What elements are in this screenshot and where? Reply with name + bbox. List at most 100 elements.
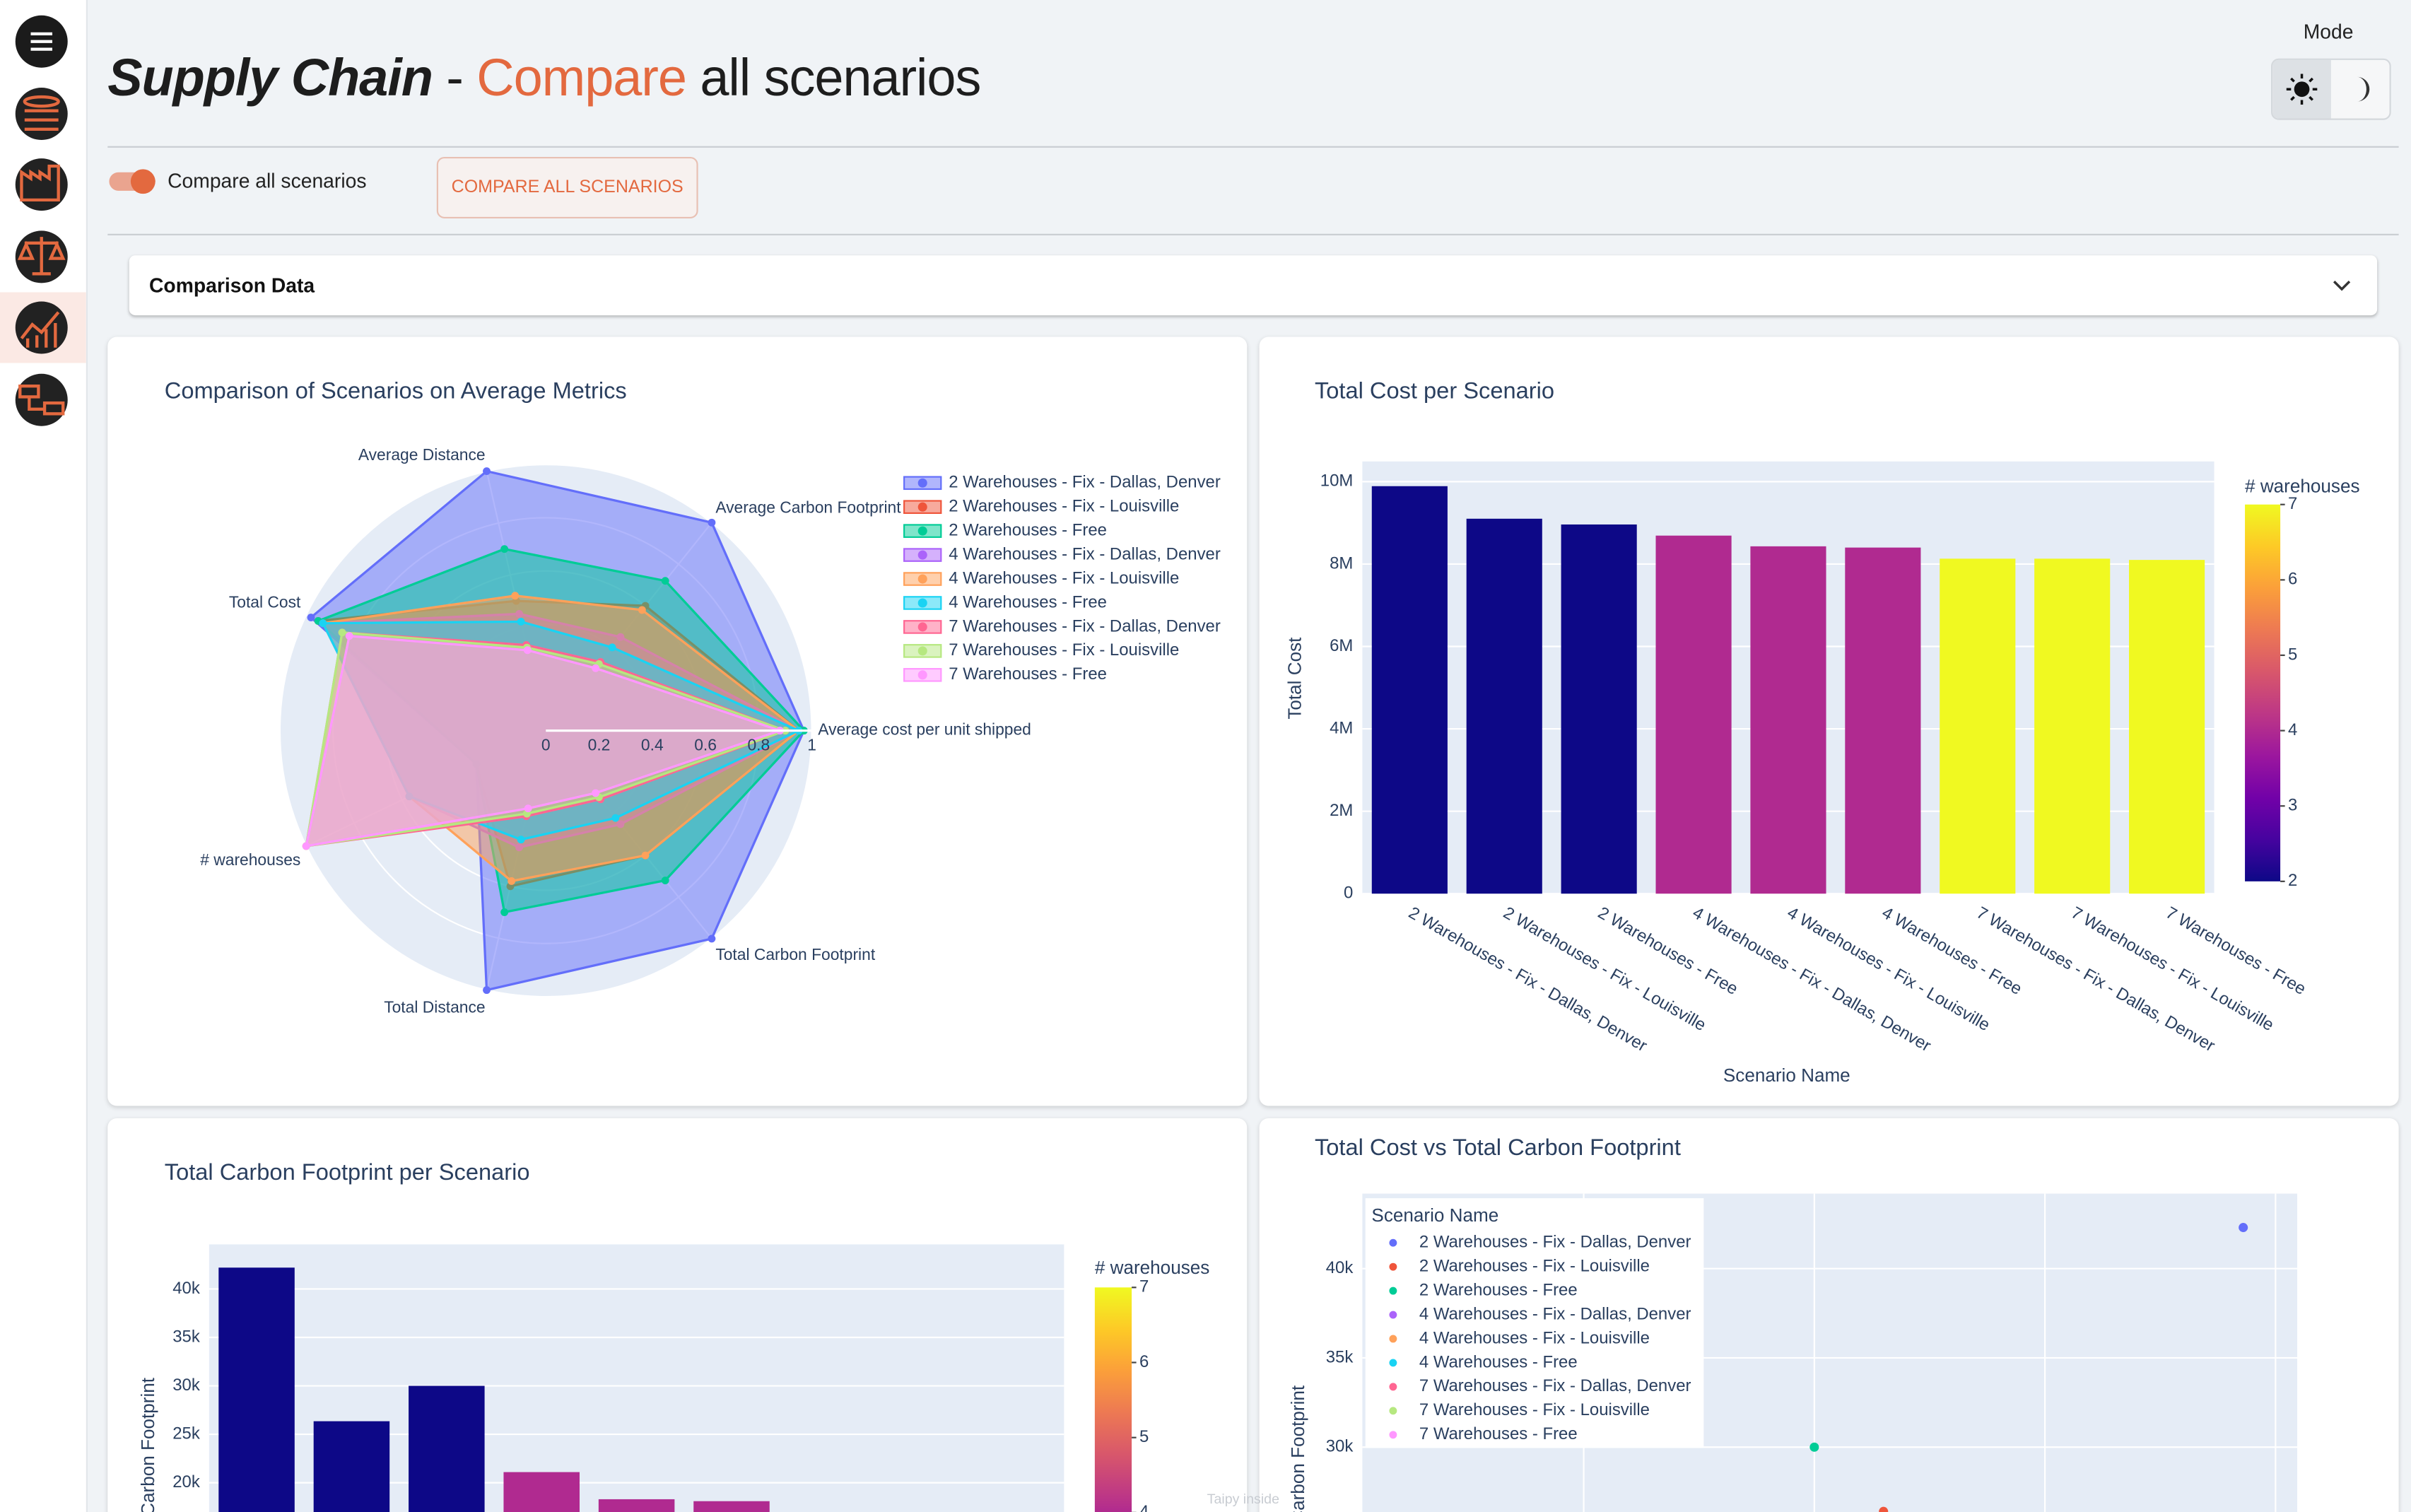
x-axis-title: Scenario Name bbox=[1723, 1065, 1850, 1086]
mode-label: Mode bbox=[2303, 20, 2354, 43]
legend-marker bbox=[917, 478, 927, 488]
legend-marker bbox=[917, 622, 927, 632]
legend-item[interactable]: 7 Warehouses - Fix - Louisville bbox=[903, 640, 1179, 660]
y-tick-label: 0 bbox=[1344, 884, 1353, 903]
legend-item[interactable]: 4 Warehouses - Fix - Dallas, Denver bbox=[903, 544, 1221, 563]
chart-nav-icon[interactable] bbox=[15, 301, 68, 354]
legend-item[interactable]: 2 Warehouses - Fix - Louisville bbox=[1389, 1256, 1650, 1275]
category-label: Total Cost bbox=[229, 592, 301, 611]
title-separator: - bbox=[446, 49, 464, 108]
compare-button[interactable]: COMPARE ALL SCENARIOS bbox=[436, 156, 698, 218]
sidebar bbox=[0, 0, 88, 1512]
bar bbox=[1750, 546, 1826, 894]
legend-marker bbox=[1389, 1238, 1397, 1247]
legend-item[interactable]: 7 Warehouses - Fix - Dallas, Denver bbox=[903, 616, 1221, 635]
scatter-point bbox=[1879, 1506, 1889, 1512]
radial-tick-label: 1 bbox=[807, 735, 816, 754]
page-title: Supply Chain - Compare all scenarios bbox=[107, 49, 981, 110]
y-tick-label: 6M bbox=[1330, 636, 1353, 655]
legend-item[interactable]: 2 Warehouses - Free bbox=[903, 520, 1107, 539]
legend-label: 2 Warehouses - Fix - Dallas, Denver bbox=[949, 473, 1221, 492]
compare-nav-icon[interactable] bbox=[15, 230, 68, 283]
bar bbox=[1466, 518, 1542, 894]
colorbar-tick-label: 6 bbox=[2288, 570, 2297, 589]
chart-title: Total Cost per Scenario bbox=[1315, 377, 1554, 403]
bar bbox=[1845, 547, 1921, 894]
switch-label: Compare all scenarios bbox=[168, 169, 367, 192]
bar bbox=[598, 1499, 675, 1512]
colorbar-tick-label: 6 bbox=[1139, 1352, 1149, 1371]
radar-point bbox=[508, 877, 516, 885]
y-axis-title: Total Carbon Footprint bbox=[1287, 1385, 1308, 1512]
colorbar-tick-label: 3 bbox=[2288, 796, 2297, 815]
data-nav-icon[interactable] bbox=[15, 88, 68, 141]
title-rest: all scenarios bbox=[700, 49, 981, 108]
legend-item[interactable]: 7 Warehouses - Free bbox=[1389, 1424, 1578, 1443]
legend-marker bbox=[917, 646, 927, 656]
radar-point bbox=[641, 851, 650, 860]
legend-label: 4 Warehouses - Free bbox=[1419, 1352, 1578, 1371]
colorbar-title: # warehouses bbox=[2245, 476, 2359, 497]
legend-marker bbox=[917, 598, 927, 608]
radar-point bbox=[611, 814, 620, 822]
radar-point bbox=[319, 619, 327, 628]
legend-marker bbox=[1389, 1262, 1397, 1271]
colorbar-tick-label: 2 bbox=[2288, 871, 2297, 890]
legend-item[interactable]: 2 Warehouses - Fix - Dallas, Denver bbox=[903, 473, 1221, 492]
colorbar-tick-label: 4 bbox=[2288, 720, 2297, 739]
legend-item[interactable]: 2 Warehouses - Free bbox=[1389, 1280, 1578, 1299]
watermark: Taipy inside bbox=[1207, 1492, 1279, 1507]
legend-item[interactable]: 2 Warehouses - Fix - Louisville bbox=[903, 497, 1179, 516]
y-axis-title: Total Carbon Footprint bbox=[137, 1377, 158, 1512]
light-mode-button[interactable] bbox=[2272, 59, 2331, 119]
legend-item[interactable]: 4 Warehouses - Fix - Louisville bbox=[1389, 1328, 1650, 1347]
legend-item[interactable]: 4 Warehouses - Free bbox=[903, 592, 1107, 611]
y-tick-label: 30k bbox=[172, 1376, 200, 1395]
bar bbox=[2034, 558, 2111, 894]
legend-marker bbox=[1389, 1287, 1397, 1295]
radar-point bbox=[708, 518, 716, 527]
sidebar-icons bbox=[0, 15, 86, 426]
compare-switch[interactable] bbox=[107, 166, 160, 197]
menu-button[interactable] bbox=[15, 15, 68, 68]
legend-label: 2 Warehouses - Fix - Louisville bbox=[949, 497, 1179, 516]
title-highlight: Compare bbox=[476, 49, 687, 108]
bar bbox=[1371, 486, 1448, 894]
radar-point bbox=[517, 836, 525, 844]
radar-area bbox=[305, 634, 784, 848]
colorbar-tick-label: 4 bbox=[1139, 1502, 1149, 1512]
scatter-point bbox=[2239, 1223, 2248, 1233]
legend-item[interactable]: 7 Warehouses - Fix - Louisville bbox=[1389, 1400, 1650, 1419]
legend-item[interactable]: 7 Warehouses - Free bbox=[903, 664, 1107, 684]
legend-label: 4 Warehouses - Fix - Dallas, Denver bbox=[949, 544, 1221, 563]
legend-item[interactable]: 4 Warehouses - Fix - Louisville bbox=[903, 568, 1179, 587]
flow-nav-icon[interactable] bbox=[15, 373, 68, 426]
y-tick-label: 40k bbox=[1326, 1258, 1354, 1277]
radar-point bbox=[302, 842, 310, 850]
legend-item[interactable]: 4 Warehouses - Free bbox=[1389, 1352, 1578, 1371]
colorbar-tick-label: 7 bbox=[1139, 1277, 1149, 1296]
legend-item[interactable]: 2 Warehouses - Fix - Dallas, Denver bbox=[1389, 1233, 1691, 1252]
bar bbox=[2129, 560, 2205, 894]
radar-point bbox=[592, 664, 600, 672]
radar-point bbox=[517, 618, 525, 626]
legend-marker bbox=[917, 550, 927, 560]
legend-item[interactable]: 4 Warehouses - Fix - Dallas, Denver bbox=[1389, 1304, 1691, 1323]
dark-mode-button[interactable] bbox=[2357, 76, 2370, 102]
divider bbox=[107, 146, 2399, 148]
factory-nav-icon[interactable] bbox=[15, 158, 68, 211]
legend-marker bbox=[917, 502, 927, 512]
radial-tick-label: 0.8 bbox=[747, 735, 770, 754]
accordion-title: Comparison Data bbox=[149, 274, 315, 297]
legend-item[interactable]: 7 Warehouses - Fix - Dallas, Denver bbox=[1389, 1376, 1691, 1395]
legend-label: 7 Warehouses - Fix - Dallas, Denver bbox=[949, 616, 1221, 635]
accordion[interactable]: Comparison Data bbox=[129, 255, 2378, 316]
radar-point bbox=[511, 592, 520, 600]
legend-label: 2 Warehouses - Fix - Dallas, Denver bbox=[1419, 1233, 1691, 1252]
y-tick-label: 4M bbox=[1330, 718, 1353, 737]
radar-point bbox=[483, 986, 491, 995]
bar bbox=[1655, 535, 1732, 894]
radar-point bbox=[307, 614, 315, 621]
mode-toggle bbox=[2271, 58, 2391, 120]
legend-marker bbox=[917, 526, 927, 536]
